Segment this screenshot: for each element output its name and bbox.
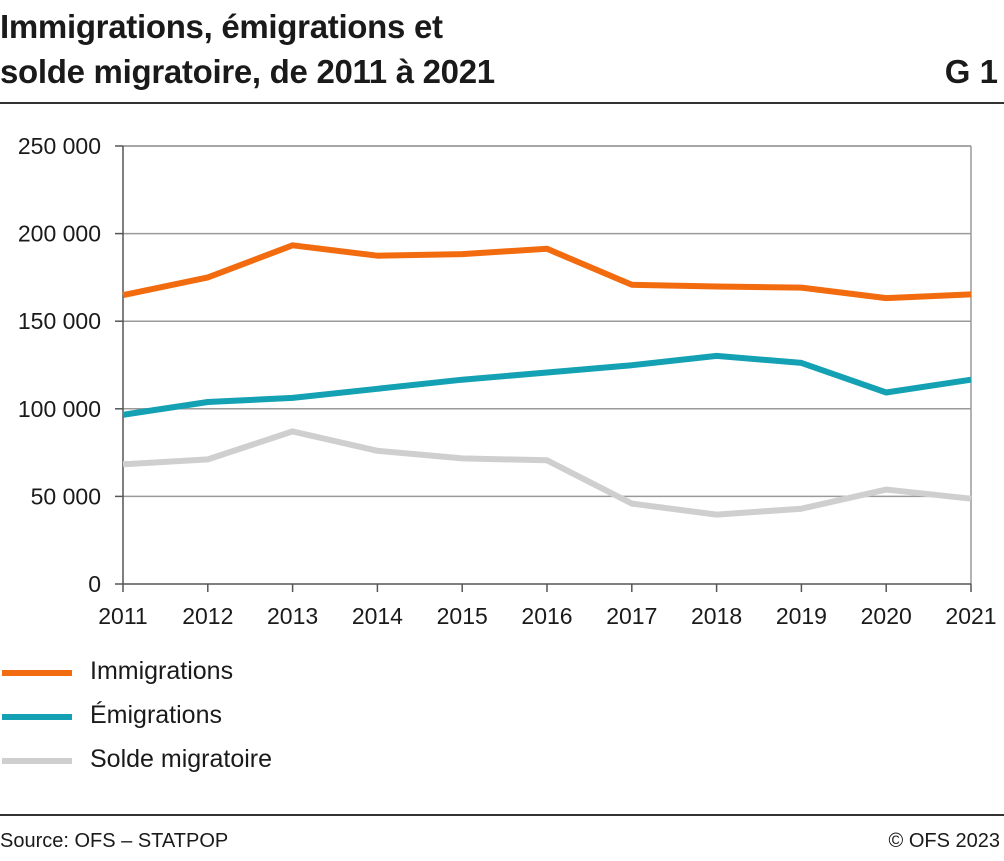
x-axis-tick-labels: 2011 2012 2013 2014 2015 2016 2017 2018 2019 2020… [98, 603, 996, 629]
x-tick-label: 2014 [352, 603, 403, 629]
legend-label-immigrations: Immigrations [90, 657, 234, 685]
chart-title-line-2: solde migratoire, de 2011 à 2021 [0, 53, 495, 90]
x-tick-label: 2013 [267, 603, 318, 629]
legend-item-immigrations: Immigrations [0, 652, 400, 696]
copyright-note: © OFS 2023 [888, 830, 1000, 852]
chart-number: G 1 [944, 53, 998, 90]
x-tick-label: 2015 [437, 603, 488, 629]
x-tick-label: 2011 [98, 603, 147, 629]
legend-item-emigrations: Émigrations [0, 696, 400, 740]
immigrations-line [122, 242, 972, 302]
y-axis-tick-labels: 0 50 000 100 000 150 000 200 000 250 000 [18, 133, 101, 597]
footer-divider [0, 814, 1004, 816]
header-divider [0, 102, 1004, 104]
y-tick-label: 200 000 [18, 221, 101, 247]
legend-swatch-immigrations [2, 670, 72, 676]
x-tick-label: 2020 [861, 603, 912, 629]
x-tick-label: 2021 [945, 603, 996, 629]
legend-swatch-emigrations [2, 714, 72, 720]
x-tick-label: 2017 [606, 603, 657, 629]
y-tick-label: 0 [88, 571, 101, 597]
legend-swatch-solde-migratoire [2, 758, 72, 764]
y-tick-label: 50 000 [31, 483, 101, 509]
legend-label-emigrations: Émigrations [90, 701, 222, 729]
gridlines [115, 145, 972, 592]
y-tick-label: 100 000 [18, 396, 101, 422]
x-tick-label: 2019 [776, 603, 827, 629]
x-tick-label: 2012 [182, 603, 233, 629]
x-tick-label: 2018 [691, 603, 742, 629]
legend-item-solde-migratoire: Solde migratoire [0, 740, 400, 784]
x-tick-label: 2016 [521, 603, 572, 629]
data-series [122, 242, 972, 518]
chart-title-line-1: Immigrations, émigrations et [0, 8, 443, 45]
emigrations-line [122, 352, 972, 418]
y-tick-label: 150 000 [18, 308, 101, 334]
solde-migratoire-line [122, 428, 972, 518]
chart-title: Immigrations, émigrations et solde migra… [0, 4, 880, 94]
legend-label-solde-migratoire: Solde migratoire [90, 745, 273, 773]
y-tick-label: 250 000 [18, 133, 101, 159]
source-note: Source: OFS – STATPOP [0, 830, 229, 852]
